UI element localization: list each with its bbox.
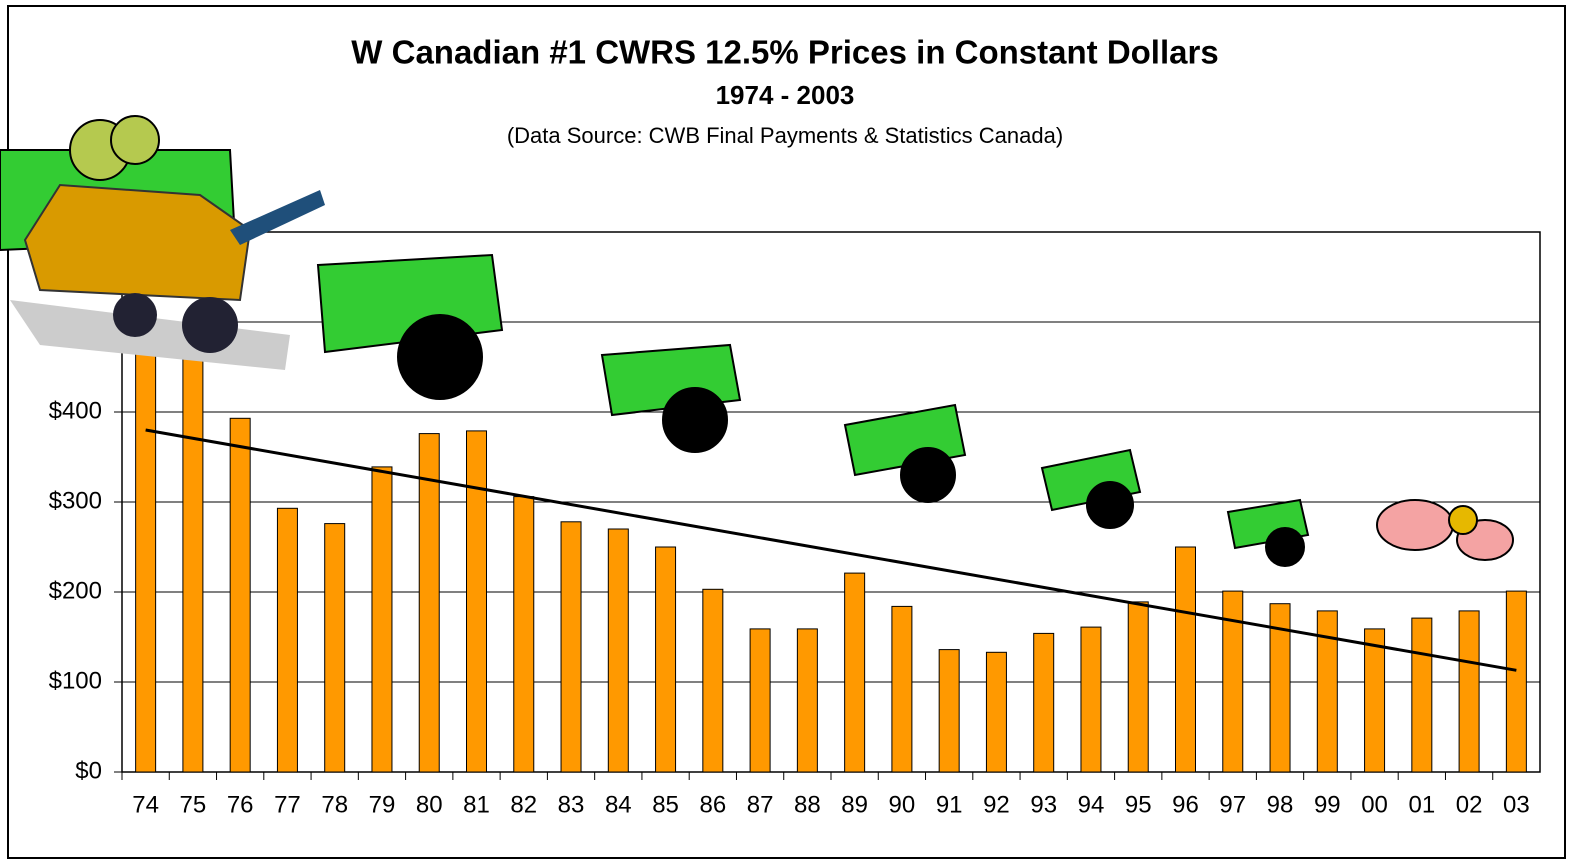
- x-tick-label: 74: [132, 791, 159, 818]
- bar: [135, 321, 157, 773]
- bar: [1175, 546, 1196, 773]
- svg-text:$: $: [1278, 534, 1292, 561]
- x-tick-label: 88: [794, 791, 821, 818]
- x-tick-label: 75: [180, 791, 207, 818]
- y-tick-label: $300: [49, 487, 102, 514]
- x-tick-label: 81: [463, 791, 490, 818]
- bar: [891, 605, 913, 773]
- bar: [513, 496, 535, 773]
- x-tick-label: 92: [983, 791, 1010, 818]
- x-tick-label: 93: [1030, 791, 1057, 818]
- bar: [466, 430, 487, 773]
- x-tick-label: 79: [369, 791, 396, 818]
- x-tick-label: 03: [1503, 791, 1530, 818]
- x-tick-label: 87: [747, 791, 774, 818]
- y-tick-label: $400: [49, 397, 102, 424]
- x-tick-label: 80: [416, 791, 443, 818]
- bar: [1127, 601, 1149, 773]
- bar: [276, 507, 298, 773]
- marks: $0$100$200$300$400$500747576777879808182…: [49, 307, 1540, 818]
- bar: [1458, 610, 1480, 773]
- y-tick-label: $200: [49, 577, 102, 604]
- chart-title: W Canadian #1 CWRS 12.5% Prices in Const…: [351, 34, 1218, 71]
- x-tick-label: 90: [889, 791, 916, 818]
- x-tick-label: 82: [510, 791, 537, 818]
- svg-text:$: $: [683, 395, 706, 442]
- x-tick-label: 95: [1125, 791, 1152, 818]
- bar: [1316, 610, 1338, 773]
- trend-line: [145, 428, 1517, 672]
- x-tick-label: 96: [1172, 791, 1199, 818]
- bar: [796, 628, 818, 773]
- x-tick-label: 94: [1078, 791, 1105, 818]
- x-tick-label: 89: [841, 791, 868, 818]
- svg-text:$: $: [1102, 489, 1118, 520]
- bar: [1080, 626, 1102, 773]
- x-tick-label: 77: [274, 791, 301, 818]
- bar: [844, 572, 866, 773]
- x-tick-label: 84: [605, 791, 632, 818]
- x-tick-label: 78: [321, 791, 348, 818]
- x-tick-label: 76: [227, 791, 254, 818]
- x-tick-label: 00: [1361, 791, 1388, 818]
- svg-text:$: $: [919, 456, 938, 494]
- x-tick-label: 99: [1314, 791, 1341, 818]
- x-tick-label: 02: [1456, 791, 1483, 818]
- y-tick-label: $100: [49, 667, 102, 694]
- bar: [371, 466, 393, 773]
- bar: [1033, 632, 1055, 773]
- x-tick-label: 91: [936, 791, 963, 818]
- x-tick-label: 85: [652, 791, 679, 818]
- x-tick-label: 98: [1267, 791, 1294, 818]
- x-tick-label: 86: [699, 791, 726, 818]
- bar: [1505, 590, 1527, 773]
- bar: [985, 651, 1007, 773]
- bar: [182, 330, 204, 773]
- bar: [702, 588, 724, 773]
- bar: [324, 523, 346, 773]
- bar: [1364, 628, 1386, 773]
- clipart: $ $ $ $ $: [0, 115, 1514, 567]
- bar: [560, 521, 582, 773]
- bar: [1411, 617, 1433, 773]
- svg-text:$: $: [424, 324, 455, 387]
- bar: [655, 546, 677, 773]
- x-tick-label: 01: [1408, 791, 1435, 818]
- y-tick-label: $0: [75, 757, 102, 784]
- x-tick-label: 83: [558, 791, 585, 818]
- bar: [938, 649, 960, 773]
- bar: [607, 528, 629, 773]
- x-tick-label: 97: [1219, 791, 1246, 818]
- bar: [1269, 603, 1291, 773]
- bar: [1222, 590, 1244, 773]
- source-note: (Data Source: CWB Final Payments & Stati…: [507, 123, 1063, 148]
- bar: [229, 417, 251, 773]
- bar: [749, 628, 771, 773]
- bar: [418, 433, 440, 773]
- chart-subtitle: 1974 - 2003: [716, 80, 855, 110]
